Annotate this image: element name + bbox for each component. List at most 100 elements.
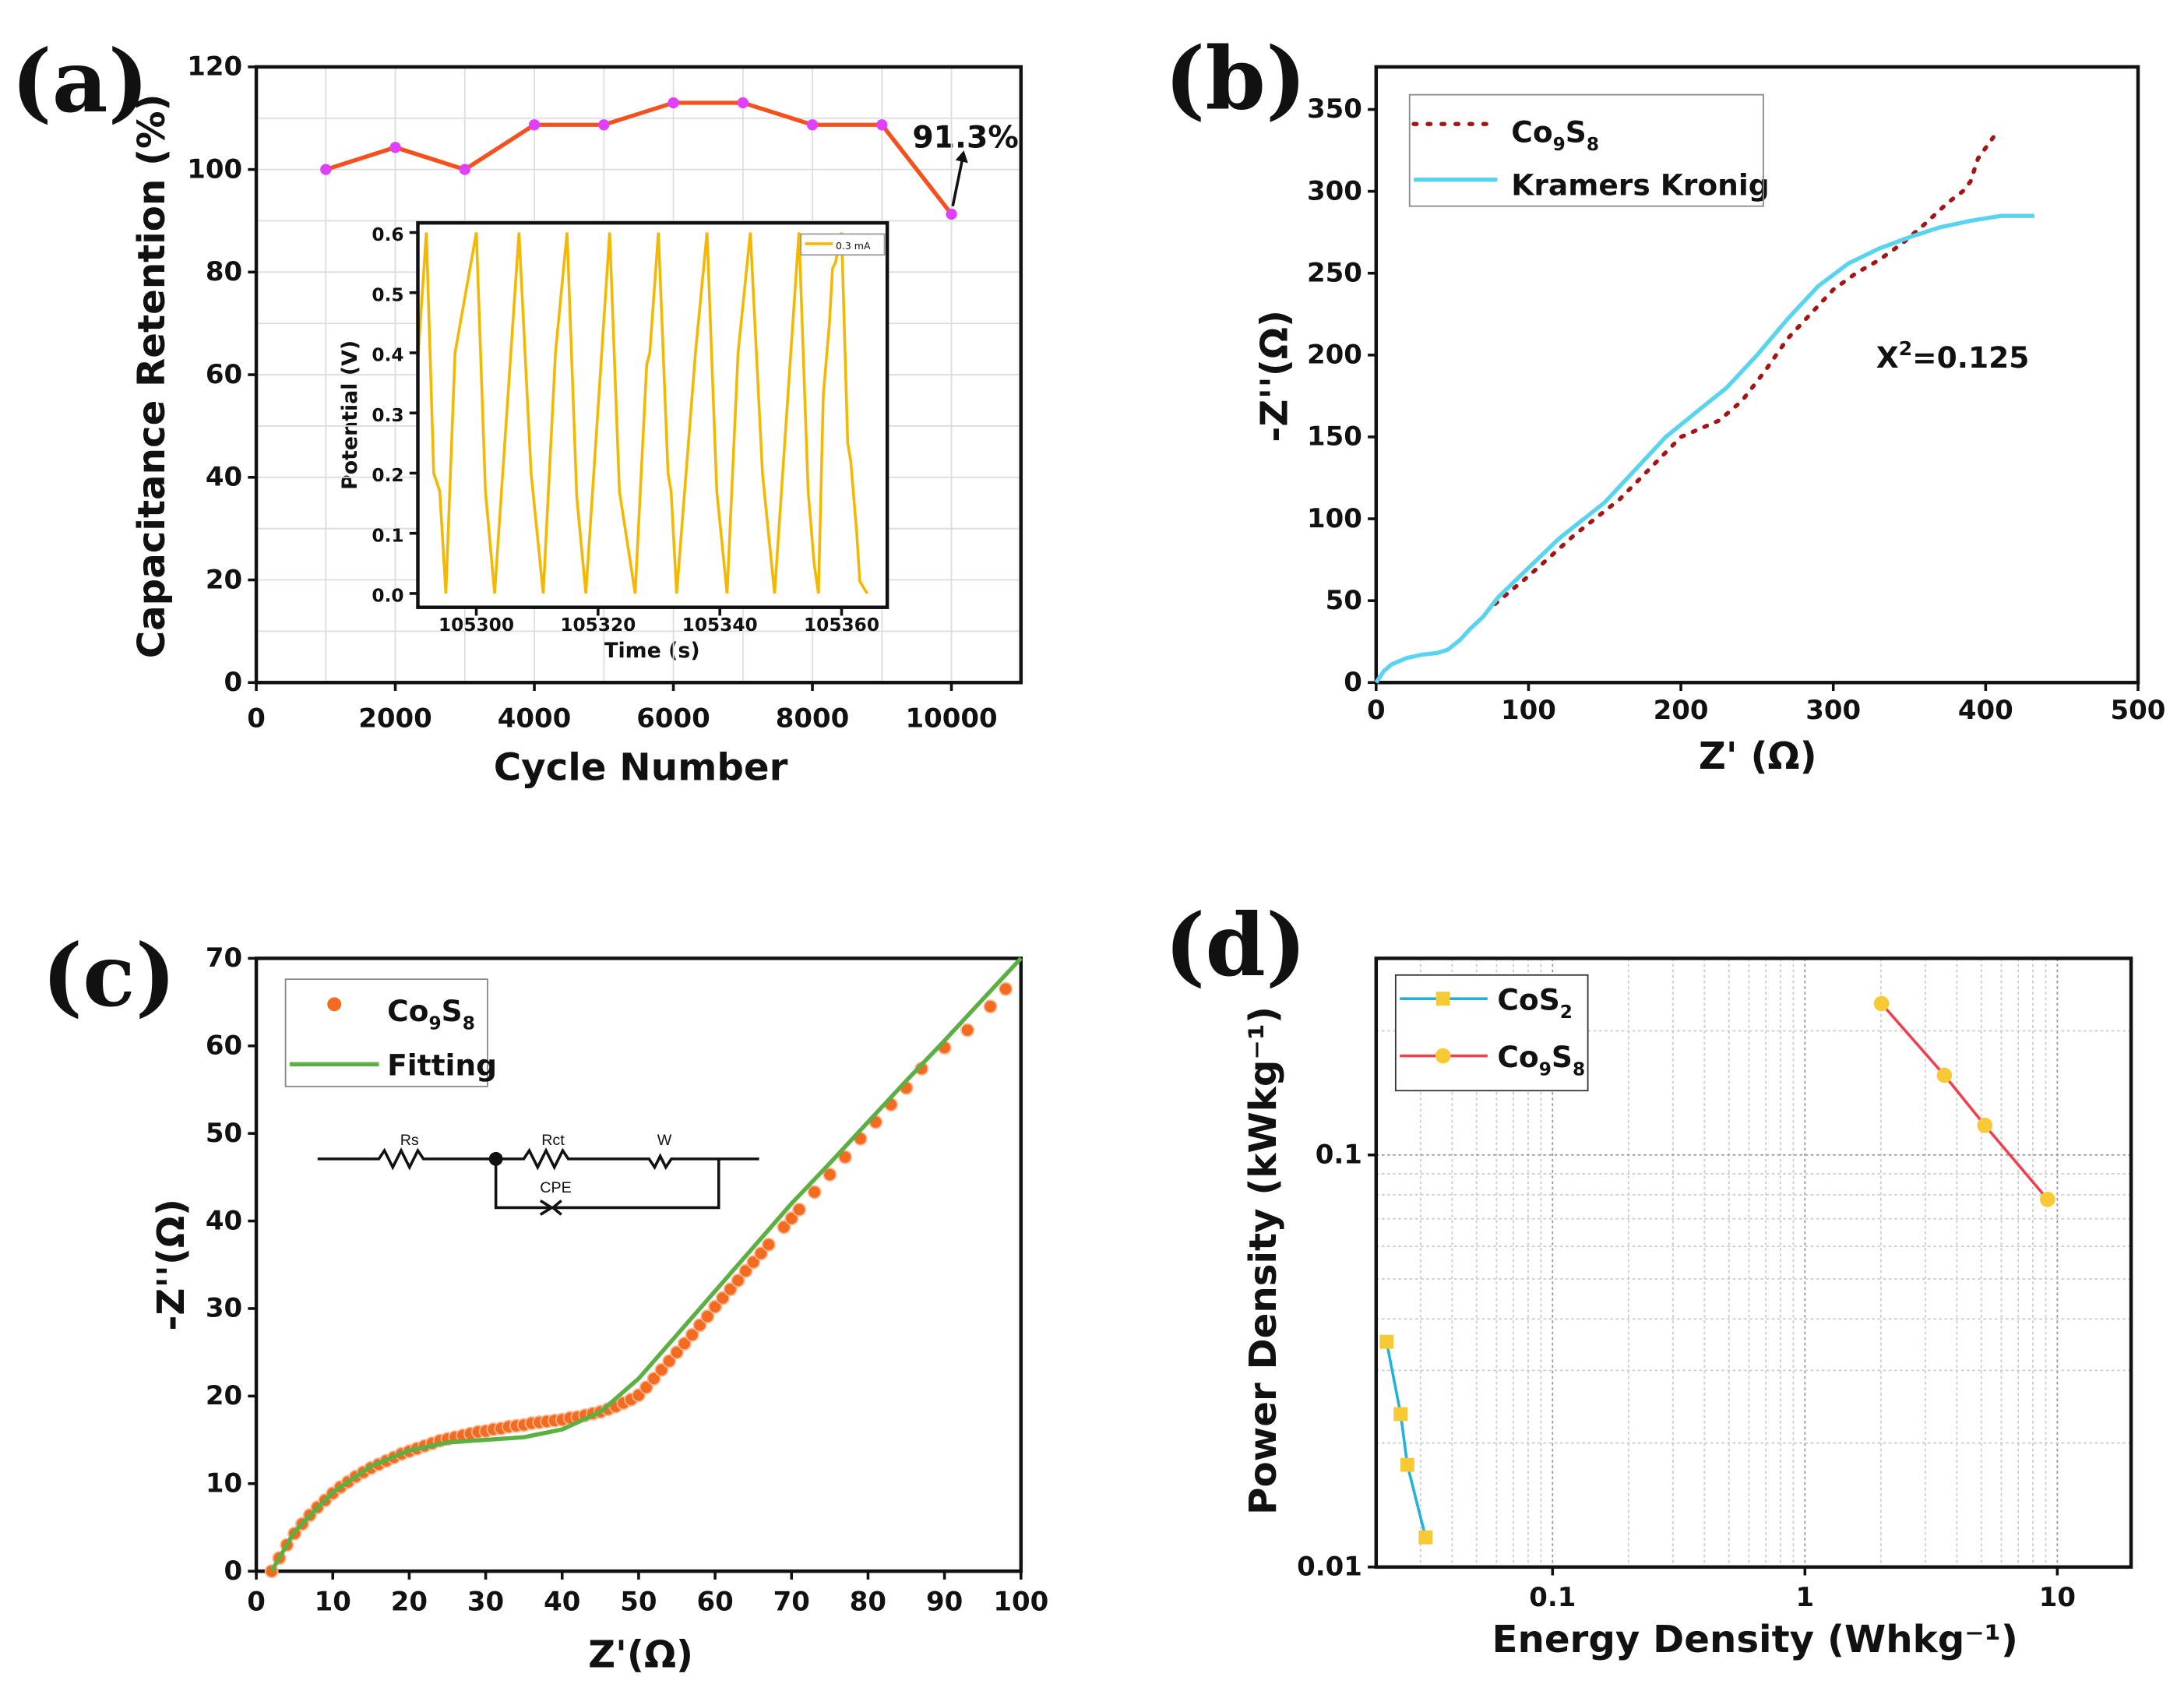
x-tick-label: 20 <box>391 1586 428 1617</box>
data-point <box>646 1371 661 1386</box>
co9s8-series <box>1492 135 1996 607</box>
data-point <box>761 1237 776 1252</box>
retention-point <box>876 119 888 131</box>
b-legend-kk: Kramers Kronig <box>1511 167 1769 202</box>
legend-box <box>1408 93 1764 207</box>
gcd-curve <box>416 232 868 594</box>
circuit-diagram <box>317 1147 759 1210</box>
plot-frame <box>254 65 1023 685</box>
retention-point <box>459 164 470 175</box>
circuit-label-rs: Rs <box>400 1132 419 1149</box>
y-tick-label: 100 <box>187 153 242 185</box>
x-tick-label: 105340 <box>682 615 758 636</box>
c-ylabel: -Z''(Ω) <box>150 1199 193 1331</box>
data-point <box>692 1318 707 1333</box>
x-tick-label: 200 <box>1654 695 1709 726</box>
x-tick-label: 300 <box>1805 695 1861 726</box>
x-tick-label: 105320 <box>560 615 636 636</box>
panel-label-b: (b) <box>1164 29 1306 130</box>
y-tick-label: 30 <box>206 1293 242 1324</box>
series-line <box>1385 1341 1428 1538</box>
data-point <box>792 1203 807 1217</box>
y-tick-label: 50 <box>1326 585 1362 616</box>
a-xlabel: Cycle Number <box>494 745 788 789</box>
x-tick-label: 0 <box>247 703 266 734</box>
retention-point <box>946 208 957 220</box>
data-point <box>685 1327 699 1342</box>
d-xlabel: Energy Density (Whkg⁻¹) <box>1492 1618 2017 1661</box>
y-tick-label: 350 <box>1307 93 1362 125</box>
plot-frame <box>1374 65 2140 685</box>
retention-point <box>806 119 819 131</box>
y-tick-label: 0.3 <box>372 405 403 426</box>
inset-ylabel: Potential (V) <box>338 340 362 490</box>
retention-line <box>325 100 953 216</box>
x-tick-label: 70 <box>773 1586 810 1617</box>
c-xlabel: Z'(Ω) <box>588 1633 693 1677</box>
y-tick-label: 0.1 <box>1316 1140 1362 1171</box>
x-tick-label: 0.1 <box>1529 1582 1576 1613</box>
y-tick-label: 40 <box>206 1205 242 1236</box>
y-tick-label: 80 <box>206 256 242 287</box>
d-legend-cos2: CoS2 <box>1497 983 1573 1023</box>
square-marker <box>1379 1334 1394 1349</box>
retention-point <box>528 119 541 131</box>
square-marker <box>1393 1407 1408 1421</box>
plot-frame <box>416 220 889 609</box>
capacitor-icon <box>539 1199 562 1216</box>
series-line <box>1880 1002 2049 1201</box>
data-point <box>754 1246 768 1261</box>
y-tick-label: 70 <box>206 942 242 974</box>
y-tick-label: 60 <box>206 359 242 390</box>
x-tick-label: 400 <box>1958 695 2013 726</box>
data-point <box>823 1168 837 1182</box>
legend-marker <box>327 997 342 1012</box>
data-point <box>723 1282 738 1297</box>
x-tick-label: 0 <box>1367 695 1386 726</box>
x-tick-label: 10 <box>315 1586 351 1617</box>
legend-circle-marker <box>1435 1048 1451 1064</box>
retention-point <box>598 119 610 131</box>
kramers-kronig-series <box>1374 213 2034 684</box>
retention-point <box>668 97 679 109</box>
data-point <box>639 1380 653 1395</box>
x-tick-label: 60 <box>696 1586 733 1617</box>
legend-square-marker <box>1435 992 1450 1006</box>
data-point <box>807 1185 822 1200</box>
x-tick-label: 1 <box>1795 1582 1814 1613</box>
b-legend-co9s8: Co9S8 <box>1511 114 1599 155</box>
x-tick-label: 50 <box>620 1586 657 1617</box>
panel-label-c: (c) <box>42 925 176 1027</box>
data-point <box>677 1336 692 1351</box>
y-tick-label: 20 <box>206 564 242 595</box>
x-tick-label: 6000 <box>636 703 710 734</box>
y-tick-label: 0 <box>224 1555 243 1587</box>
x-tick-label: 0 <box>247 1586 266 1617</box>
legend-box <box>1394 974 1589 1092</box>
data-point <box>654 1362 669 1377</box>
annotation-arrow <box>951 158 964 207</box>
b-chi-annotation: X2=0.125 <box>1876 337 2030 375</box>
x-tick-label: 100 <box>1501 695 1556 726</box>
c-legend-co9s8: Co9S8 <box>387 994 475 1034</box>
legend-box <box>284 978 488 1087</box>
y-tick-label: 20 <box>206 1380 242 1411</box>
y-tick-label: 200 <box>1307 340 1362 371</box>
panel-label-d: (d) <box>1164 895 1306 996</box>
data-point <box>999 981 1013 996</box>
y-tick-label: 0.01 <box>1297 1552 1362 1583</box>
x-tick-label: 30 <box>467 1586 504 1617</box>
x-tick-label: 8000 <box>776 703 850 734</box>
circle-marker <box>2040 1192 2055 1207</box>
y-tick-label: 0 <box>1344 667 1362 698</box>
x-tick-label: 10 <box>2039 1582 2076 1613</box>
retention-point <box>389 142 401 153</box>
x-tick-label: 500 <box>2111 695 2166 726</box>
plot-frame <box>1374 956 2133 1569</box>
a-ylabel: Capacitance Retention (%) <box>130 93 174 658</box>
x-tick-label: 100 <box>993 1586 1048 1617</box>
circle-marker <box>1936 1067 1953 1083</box>
x-tick-label: 105360 <box>804 615 879 636</box>
data-point <box>708 1299 723 1314</box>
data-point <box>784 1211 799 1226</box>
